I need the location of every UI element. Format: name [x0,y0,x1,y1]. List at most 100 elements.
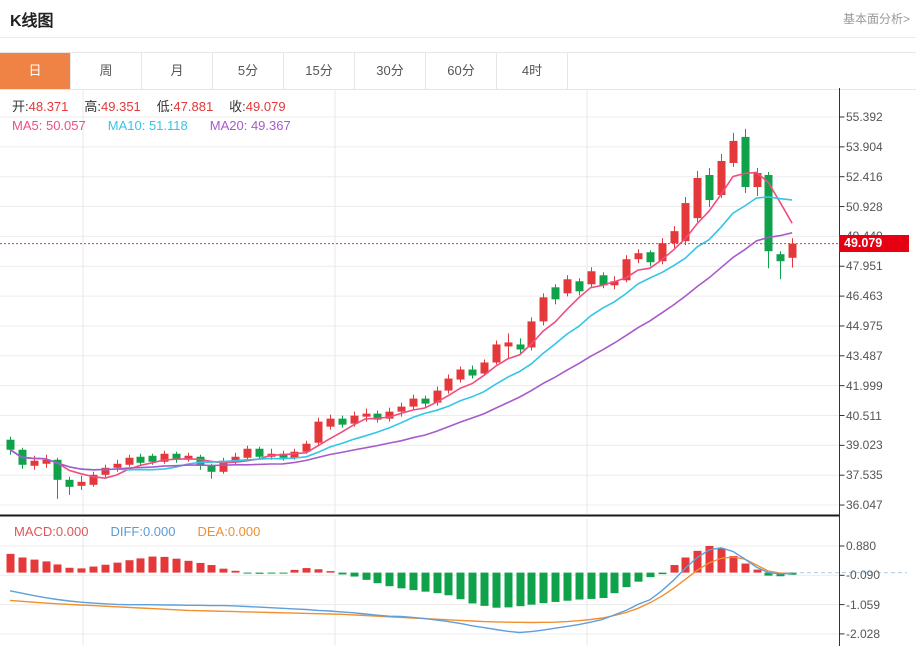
dea-line [9,556,793,624]
macd-hist-bar [670,565,679,573]
ma10-line [9,196,793,471]
open-label: 开: [12,99,29,114]
period-tabbar: 日周月 5分 15分 30分 60分 4时 [0,52,916,90]
tab-月[interactable]: 月 [142,53,213,89]
candle-up [409,398,418,407]
macd-hist-bar [326,571,335,573]
macd-hist-bar [516,572,525,607]
candle-up [113,463,122,468]
main-y-axis-label: 52.416 [846,169,883,184]
candle-down [741,136,750,188]
macd-y-axis-label: -0.090 [846,568,881,583]
macd-hist-bar [492,572,501,608]
tab-周[interactable]: 周 [71,53,142,89]
candle-up [788,243,797,258]
candle-down [373,413,382,420]
candle-down [53,459,62,480]
macd-hist-bar [373,572,382,584]
macd-hist-bar [587,572,596,599]
candle-up [326,418,335,427]
main-y-axis-label: 46.463 [846,289,883,304]
macd-hist-bar [267,572,276,574]
ohlc-readout: 开:48.371 高:49.351 低:47.881 收:49.079 [12,96,302,115]
macd-hist-bar [314,569,323,573]
ma10-readout: MA10: 51.118 [107,118,188,133]
main-y-axis-label: 53.904 [846,139,883,154]
low-label: 低: [156,99,174,114]
macd-hist-bar [527,572,536,605]
macd-hist-bar [18,557,27,573]
macd-hist-bar [184,560,193,573]
candle-down [705,174,714,201]
candle-up [243,448,252,458]
macd-hist-bar [243,572,252,574]
main-y-axis-label: 43.487 [846,348,883,363]
candle-up [125,457,134,465]
candle-up [480,362,489,374]
macd-readout: MACD:0.000 DIFF:0.000 DEA:0.000 [14,524,260,539]
macd-hist-bar [646,572,655,578]
macd-hist-bar [681,557,690,573]
macd-hist-bar [302,568,311,573]
candle-up [492,344,501,363]
macd-y-axis-label: -1.059 [846,597,881,612]
candle-up [563,279,572,294]
main-y-axis-label: 55.392 [846,110,883,124]
macd-hist-bar [136,558,145,573]
candle-up [302,443,311,452]
macd-hist-bar [575,572,584,600]
candle-up [385,411,394,419]
open-value: 48.371 [28,99,69,114]
macd-hist-bar [6,553,15,573]
candle-down [646,252,655,263]
macd-hist-bar [444,572,453,596]
macd-hist-bar [539,572,548,604]
candle-down [764,174,773,252]
macd-hist-bar [65,567,74,573]
candle-up [314,421,323,443]
macd-hist-bar [468,572,477,604]
macd-hist-bar [480,572,489,606]
main-y-axis-label: 40.511 [846,408,882,423]
macd-hist-bar [101,564,110,573]
macd-hist-bar [113,562,122,573]
candle-down [172,453,181,460]
tab-5分[interactable]: 5分 [213,53,284,89]
macd-hist-bar [125,560,134,573]
candle-up [717,160,726,196]
candle-up [160,453,169,462]
candle-down [65,479,74,487]
candle-down [516,344,525,350]
candle-down [207,465,216,472]
candle-down [776,254,785,262]
macd-hist-bar [693,550,702,573]
candle-up [587,271,596,285]
panel-separator [0,514,839,517]
tab-30分[interactable]: 30分 [355,53,426,89]
tab-4时[interactable]: 4时 [497,53,568,89]
candle-up [89,474,98,485]
candle-up [658,243,667,262]
candle-up [753,172,762,188]
candle-up [184,455,193,460]
fundamental-analysis-link[interactable]: 基本面分析> [842,12,910,26]
candle-up [610,281,619,286]
macd-hist-bar [717,548,726,573]
candle-down [599,275,608,286]
candle-down [575,281,584,292]
candle-up [433,390,442,403]
macd-hist-bar [30,559,39,573]
candle-up [444,378,453,391]
candle-down [255,448,264,457]
candle-down [148,455,157,462]
tab-60分[interactable]: 60分 [426,53,497,89]
candle-up [504,342,513,347]
high-value: 49.351 [101,99,141,114]
tab-15分[interactable]: 15分 [284,53,355,89]
candle-up [231,456,240,461]
candle-up [219,460,228,472]
macd-hist-bar [255,572,264,574]
tab-日[interactable]: 日 [0,53,71,89]
macd-hist-bar [231,570,240,573]
macd-hist-bar [658,572,667,575]
